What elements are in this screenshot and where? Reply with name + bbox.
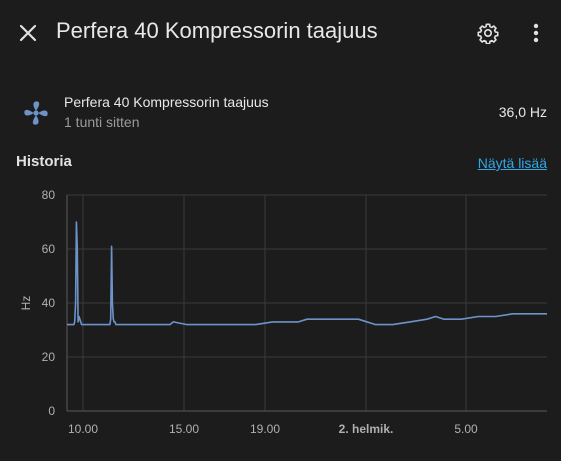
x-tick-label: 2. helmik. bbox=[339, 422, 394, 436]
entity-row: Perfera 40 Kompressorin taajuus 1 tunti … bbox=[0, 88, 561, 138]
dialog-title: Perfera 40 Kompressorin taajuus bbox=[56, 18, 378, 43]
fan-icon bbox=[24, 101, 48, 125]
y-axis-label: Hz bbox=[19, 296, 33, 311]
series-line bbox=[67, 221, 547, 326]
y-tick-label: 80 bbox=[42, 188, 56, 202]
x-tick-label: 15.00 bbox=[169, 422, 199, 436]
history-chart-svg: 0 20 40 60 80 10.00 15.00 19.00 2. helmik. 5.00 Hz bbox=[19, 188, 547, 436]
x-tick-label: 10.00 bbox=[68, 422, 98, 436]
settings-button[interactable] bbox=[474, 19, 502, 47]
y-tick-label: 60 bbox=[42, 242, 56, 256]
close-button[interactable] bbox=[14, 19, 42, 47]
x-tick-label: 5.00 bbox=[454, 422, 478, 436]
history-chart: 0 20 40 60 80 10.00 15.00 19.00 2. helmik. 5.00 Hz bbox=[0, 180, 561, 461]
entity-name: Perfera 40 Kompressorin taajuus bbox=[64, 94, 269, 110]
dialog-header: Perfera 40 Kompressorin taajuus bbox=[0, 0, 561, 64]
y-tick-label: 0 bbox=[48, 404, 55, 418]
y-tick-label: 40 bbox=[42, 296, 56, 310]
history-heading: Historia bbox=[16, 153, 72, 170]
gear-icon bbox=[477, 23, 499, 44]
close-icon bbox=[19, 24, 37, 42]
more-vert-icon bbox=[533, 23, 539, 43]
x-tick-label: 19.00 bbox=[250, 422, 280, 436]
show-more-link[interactable]: Näytä lisää bbox=[477, 155, 547, 171]
entity-last-changed: 1 tunti sitten bbox=[64, 114, 140, 130]
entity-state: 36,0 Hz bbox=[498, 104, 547, 120]
more-options-button[interactable] bbox=[522, 19, 550, 47]
y-tick-label: 20 bbox=[42, 350, 56, 364]
